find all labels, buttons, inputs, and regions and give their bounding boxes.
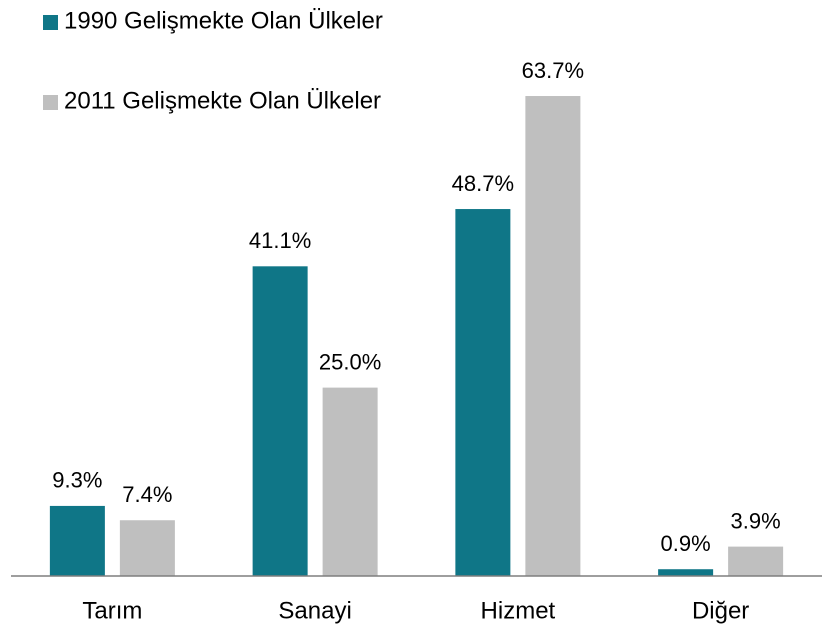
- bar: [728, 546, 784, 576]
- x-tick-label: Tarım: [82, 597, 142, 624]
- bar: [525, 96, 581, 576]
- value-label: 3.9%: [731, 508, 781, 533]
- bar: [252, 266, 308, 576]
- x-tick-label: Diğer: [692, 597, 749, 624]
- value-label: 48.7%: [452, 171, 514, 196]
- legend-label: 1990 Gelişmekte Olan Ülkeler: [64, 7, 383, 34]
- bar: [119, 520, 175, 576]
- value-label: 7.4%: [122, 482, 172, 507]
- x-tick-label: Sanayi: [278, 597, 351, 624]
- value-label: 25.0%: [319, 349, 381, 374]
- value-label: 41.1%: [249, 228, 311, 253]
- bar: [455, 209, 511, 576]
- bar: [49, 505, 105, 576]
- legend-label: 2011 Gelişmekte Olan Ülkeler: [64, 87, 381, 114]
- value-label: 9.3%: [52, 468, 102, 493]
- bar: [322, 387, 378, 576]
- legend-swatch: [43, 95, 58, 110]
- value-label: 0.9%: [661, 531, 711, 556]
- bar: [658, 569, 714, 576]
- legend-swatch: [43, 15, 58, 30]
- value-label: 63.7%: [522, 58, 584, 83]
- x-tick-label: Hizmet: [481, 597, 556, 624]
